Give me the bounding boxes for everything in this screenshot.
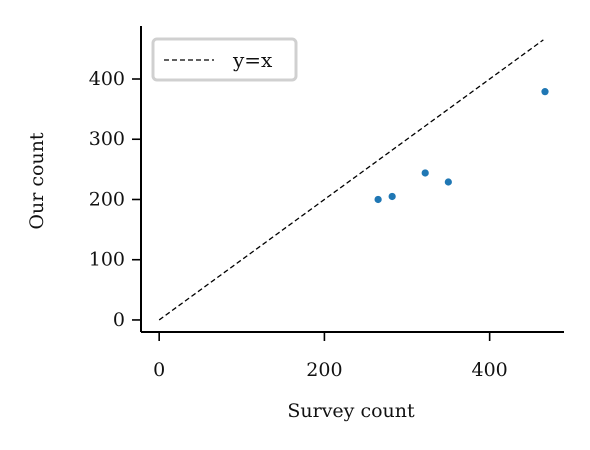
- plot-area: [158, 39, 544, 321]
- scatter-point: [388, 192, 396, 201]
- y-tick-label: 200: [89, 188, 125, 210]
- y-tick-label: 400: [89, 68, 125, 90]
- scatter-point: [421, 169, 429, 177]
- axes: 0 100 200 300 400 0 200 400: [89, 26, 564, 381]
- x-axis-label: Survey count: [287, 400, 415, 422]
- y-tick-label: 100: [89, 249, 125, 271]
- legend-label: y=x: [232, 48, 273, 72]
- y-axis-label: Our count: [26, 132, 48, 229]
- y-tick-label: 300: [89, 128, 125, 150]
- legend: y=x: [151, 37, 298, 82]
- x-tick-label: 400: [472, 359, 508, 381]
- legend-box: [151, 37, 298, 82]
- reference-line-y-equals-x: [158, 39, 544, 321]
- scatter-point: [374, 195, 382, 204]
- scatter-points: [374, 88, 549, 204]
- x-tick-label: 200: [306, 359, 342, 381]
- scatter-point: [444, 178, 452, 186]
- scatter-point: [541, 88, 549, 96]
- y-tick-label: 0: [113, 309, 125, 331]
- x-tick-label: 0: [153, 359, 165, 381]
